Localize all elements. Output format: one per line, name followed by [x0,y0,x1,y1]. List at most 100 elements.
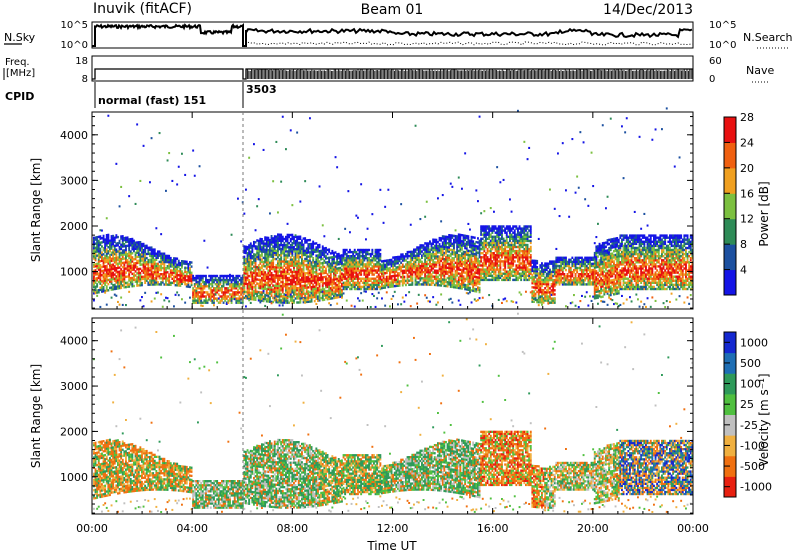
power-cell [323,290,326,293]
power-cell [352,273,355,276]
power-cell [286,244,289,247]
power-cell [96,248,99,251]
power-cell [137,269,140,273]
power-cell [377,265,380,268]
power-cell [366,281,369,284]
power-cell [297,270,300,273]
power-cell [150,266,153,270]
power-cell [257,243,260,247]
power-cell [365,287,367,291]
power-cell [136,272,139,275]
power-cell [312,252,315,256]
power-cell [358,250,361,254]
power-cell [371,250,374,254]
power-cell [245,251,247,255]
power-cell [304,284,307,287]
power-cell [257,297,260,300]
power-cell [192,274,195,278]
power-cell [144,267,147,270]
power-cell [253,271,255,275]
power-cell [275,245,278,248]
power-cell [328,287,331,290]
power-cell [248,293,251,296]
power-cell [339,254,342,257]
power-cell [107,278,110,282]
power-cell [289,264,292,267]
power-cell [302,278,305,281]
power-cell [312,265,315,268]
power-cell [133,249,135,253]
power-cell [139,257,142,260]
power-cell [358,263,361,266]
power-cell [315,254,318,257]
power-cell [403,257,406,260]
power-cell [309,277,311,281]
power-cell [117,279,119,282]
power-cell [453,247,455,250]
power-cell [377,261,380,264]
power-cell [323,265,326,269]
power-cell [326,256,329,260]
power-cell [302,247,305,250]
power-cell [297,245,300,249]
power-cell [357,216,359,219]
power-cell [166,283,169,286]
power-cell [213,278,215,282]
power-cell [94,263,97,266]
power-cell [277,292,279,296]
power-cell [166,271,169,274]
power-cell [389,258,391,262]
power-cell [337,289,340,293]
power-cell [269,251,271,254]
power-cell [366,257,369,260]
power-cell [278,284,281,288]
power-cell [227,289,230,292]
power-cell [121,276,124,279]
power-cell [301,260,303,263]
power-cell [392,270,395,274]
power-cell [221,287,223,290]
power-cell [163,256,166,259]
power-cell [209,299,212,302]
power-cell [240,276,243,280]
power-cell [267,298,270,301]
power-cell [377,269,380,272]
power-cell [278,233,281,236]
power-cell [406,252,409,256]
power-cell [273,239,276,242]
power-cell [377,252,380,256]
power-cell [254,292,257,295]
power-cell [406,261,409,264]
power-cell [302,292,305,296]
power-cell [131,282,134,286]
power-cell [209,278,212,282]
power-cell [440,293,443,296]
power-cell [102,236,105,240]
power-cell [261,240,263,243]
power-cell [334,284,337,287]
power-cell [169,263,172,266]
power-cell [337,279,340,282]
power-cell [341,268,343,271]
power-cell [254,280,257,283]
power-cell [137,259,140,262]
power-cell [166,297,169,300]
power-cell [280,276,283,280]
power-cell [264,271,267,274]
power-cell [142,255,145,258]
power-cell [137,284,140,287]
power-cell [152,254,155,257]
power-cell [168,265,171,268]
power-cell [246,274,249,277]
power-cell [110,247,113,250]
power-cell [238,301,241,304]
power-cell [344,248,347,252]
power-cell [158,283,161,286]
power-cell [350,261,353,264]
power-cell [272,284,275,287]
power-cell [379,259,382,262]
power-cell [325,283,327,287]
power-cell [310,271,313,274]
power-cell [333,255,335,259]
power-cell [139,282,142,285]
